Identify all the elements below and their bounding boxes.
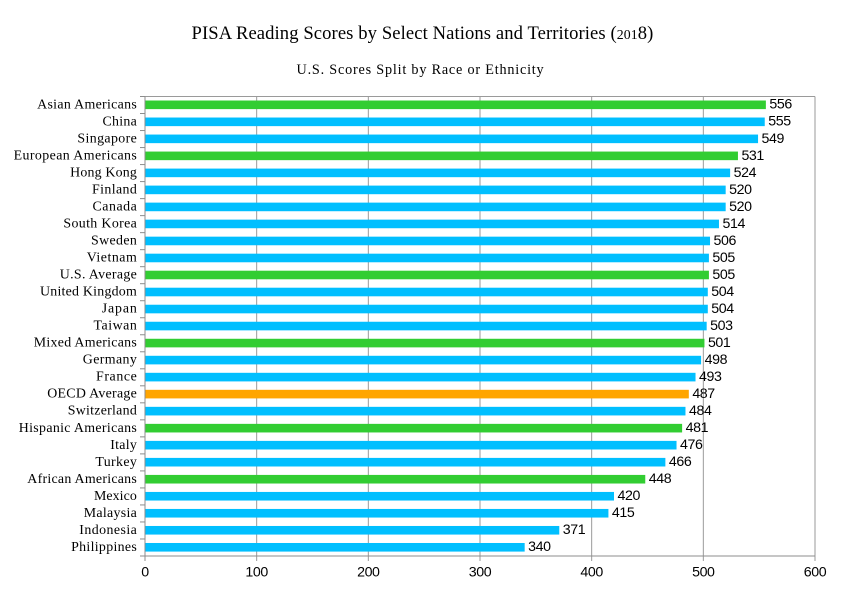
svg-text:Asian Americans: Asian Americans <box>37 97 137 112</box>
svg-text:400: 400 <box>580 565 603 581</box>
svg-text:501: 501 <box>708 335 731 351</box>
svg-text:African Americans: African Americans <box>27 472 137 487</box>
svg-text:100: 100 <box>245 565 268 581</box>
svg-text:514: 514 <box>722 216 745 232</box>
svg-text:Turkey: Turkey <box>95 455 136 470</box>
svg-text:503: 503 <box>710 318 733 334</box>
svg-text:504: 504 <box>711 301 734 317</box>
svg-text:Canada: Canada <box>93 200 137 215</box>
svg-text:448: 448 <box>649 471 672 487</box>
svg-text:Hispanic Americans: Hispanic Americans <box>19 421 137 436</box>
svg-text:Sweden: Sweden <box>91 234 137 249</box>
svg-text:505: 505 <box>712 267 735 283</box>
svg-text:340: 340 <box>528 539 551 555</box>
svg-text:European Americans: European Americans <box>14 148 137 163</box>
svg-text:Finland: Finland <box>92 183 137 198</box>
svg-text:524: 524 <box>734 165 757 181</box>
svg-text:Vietnam: Vietnam <box>87 251 137 266</box>
svg-text:0: 0 <box>141 565 149 581</box>
svg-text:466: 466 <box>669 454 692 470</box>
svg-text:420: 420 <box>618 488 641 504</box>
svg-text:600: 600 <box>804 565 827 581</box>
svg-text:476: 476 <box>680 437 703 453</box>
svg-text:504: 504 <box>711 284 734 300</box>
svg-text:France: France <box>96 370 137 385</box>
svg-text:U.S. Scores Split by Race or E: U.S. Scores Split by Race or Ethnicity <box>297 62 545 78</box>
svg-text:Indonesia: Indonesia <box>79 523 137 538</box>
svg-text:498: 498 <box>705 352 728 368</box>
svg-text:520: 520 <box>729 182 752 198</box>
svg-text:200: 200 <box>357 565 380 581</box>
svg-text:China: China <box>103 114 137 129</box>
svg-text:500: 500 <box>692 565 715 581</box>
svg-text:484: 484 <box>689 403 712 419</box>
svg-text:Singapore: Singapore <box>77 131 136 146</box>
svg-text:371: 371 <box>563 522 586 538</box>
svg-text:United Kingdom: United Kingdom <box>40 285 137 300</box>
svg-text:Taiwan: Taiwan <box>94 319 137 334</box>
svg-text:OECD Average: OECD Average <box>47 387 137 402</box>
svg-text:U.S. Average: U.S. Average <box>60 268 137 283</box>
svg-text:Germany: Germany <box>83 353 137 368</box>
svg-text:Mixed Americans: Mixed Americans <box>34 336 137 351</box>
svg-text:Switzerland: Switzerland <box>68 404 137 419</box>
svg-text:Japan: Japan <box>102 302 137 317</box>
svg-text:556: 556 <box>769 97 792 113</box>
svg-text:520: 520 <box>729 199 752 215</box>
svg-text:505: 505 <box>712 250 735 266</box>
svg-text:PISA Reading Scores by Select: PISA Reading Scores by Select Nations an… <box>192 23 654 44</box>
svg-text:415: 415 <box>612 505 635 521</box>
svg-text:506: 506 <box>714 233 737 249</box>
svg-text:Mexico: Mexico <box>94 489 137 504</box>
svg-text:Italy: Italy <box>110 438 137 453</box>
svg-text:Philippines: Philippines <box>71 540 137 555</box>
svg-text:487: 487 <box>692 386 715 402</box>
svg-text:549: 549 <box>762 131 785 147</box>
svg-text:Hong Kong: Hong Kong <box>70 165 137 180</box>
svg-text:481: 481 <box>686 420 709 436</box>
svg-text:555: 555 <box>768 114 791 130</box>
svg-text:South Korea: South Korea <box>63 217 136 232</box>
svg-text:300: 300 <box>469 565 492 581</box>
svg-text:531: 531 <box>741 148 764 164</box>
svg-text:Malaysia: Malaysia <box>84 506 137 521</box>
svg-text:493: 493 <box>699 369 722 385</box>
